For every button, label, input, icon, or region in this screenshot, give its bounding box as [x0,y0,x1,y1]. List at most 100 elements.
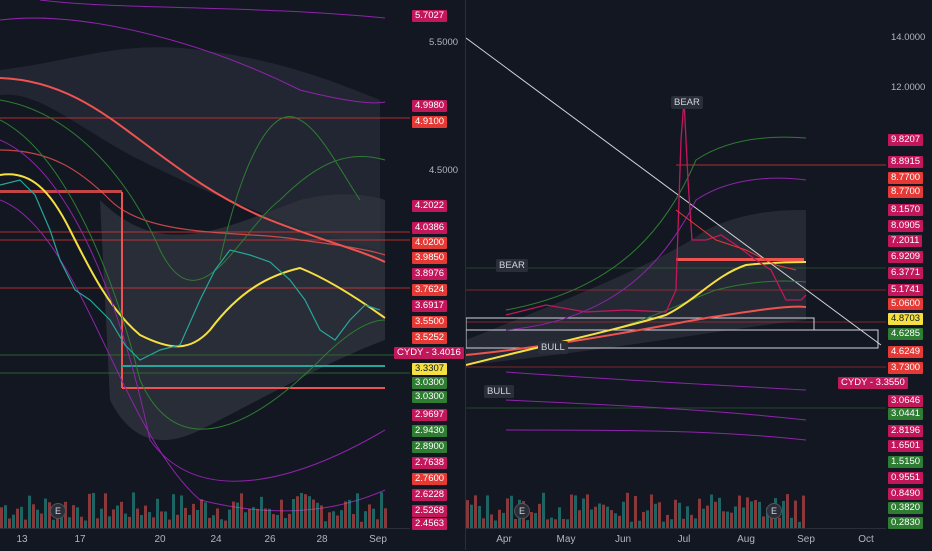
right-price-label[interactable]: 8.8915 [888,156,924,168]
volume-bar [474,495,477,528]
left-price-label[interactable]: 3.0300 [412,377,448,389]
right-price-label[interactable]: 5.0600 [888,298,924,310]
right-price-label[interactable]: 2.8196 [888,425,924,437]
bull-tag-low[interactable]: BULL [484,385,514,398]
volume-bar [570,494,573,528]
earnings-event-marker-2[interactable]: E [766,503,782,519]
right-price-label[interactable]: 8.7700 [888,172,924,184]
volume-bar [224,520,227,528]
volume-bar [614,513,617,528]
volume-bar [746,497,749,528]
left-price-label[interactable]: 3.5500 [412,316,448,328]
right-price-label[interactable]: 0.8490 [888,488,924,500]
left-chart-svg[interactable] [0,0,410,528]
right-price-label[interactable]: 0.2830 [888,517,924,529]
volume-bar [180,495,183,528]
volume-bar [52,519,55,528]
left-time-axis[interactable]: 13 17 20 24 26 28 Sep [0,528,410,551]
left-price-scale[interactable]: 5.7027 4.9980 4.9100 4.2022 4.0386 4.0200 3.98… [394,0,466,530]
right-chart-svg[interactable] [466,0,886,528]
volume-bar [64,501,67,528]
volume-bar [662,521,665,528]
left-price-label[interactable]: 3.0300 [412,391,448,403]
bear-tag-top[interactable]: BEAR [671,96,703,109]
right-price-label[interactable]: 8.7700 [888,186,924,198]
left-price-label[interactable]: 2.7600 [412,473,448,485]
right-price-label[interactable]: 1.6501 [888,440,924,452]
left-chart-pane[interactable]: E 5.7027 4.9980 4.9100 4.2022 4.0386 4.0200 3.… [0,0,466,550]
right-time-axis[interactable]: Apr May Jun Jul Aug Sep Oct [466,528,886,551]
volume-bar [160,511,163,528]
left-ticker-label[interactable]: CYDY - 3.4016 [394,347,464,359]
right-price-label[interactable]: 8.0905 [888,220,924,232]
volume-bar [658,502,661,528]
left-price-label[interactable]: 3.3307 [412,363,448,375]
left-price-label[interactable]: 5.7027 [412,10,448,22]
right-price-label[interactable]: 3.0441 [888,408,924,420]
right-price-label[interactable]: 5.1741 [888,284,924,296]
volume-bar [646,510,649,528]
volume-bar [84,520,87,528]
left-price-label[interactable]: 4.2022 [412,200,448,212]
right-price-label[interactable]: 6.3771 [888,267,924,279]
volume-bar [794,500,797,528]
right-price-label[interactable]: 0.3820 [888,502,924,514]
volume-bar [670,519,673,528]
left-price-label[interactable]: 3.8976 [412,268,448,280]
right-price-label[interactable]: 1.5150 [888,456,924,468]
left-price-plot[interactable]: E [0,0,410,528]
earnings-event-marker-1[interactable]: E [514,503,530,519]
volume-bar [638,520,641,528]
volume-bar [782,500,785,528]
volume-bar [148,512,151,528]
volume-bar [786,494,789,528]
left-price-label[interactable]: 4.0386 [412,222,448,234]
right-price-label[interactable]: 4.6285 [888,328,924,340]
volume-bar [96,518,99,528]
right-price-label[interactable]: 8.1570 [888,204,924,216]
bull-tag-mid[interactable]: BULL [538,341,568,354]
earnings-event-marker[interactable]: E [50,503,66,519]
volume-bar [722,511,725,528]
left-price-label[interactable]: 3.5252 [412,332,448,344]
right-price-label[interactable]: 9.8207 [888,134,924,146]
right-price-label[interactable]: 4.8703 [888,313,924,325]
left-price-label[interactable]: 2.9697 [412,409,448,421]
volume-bar [8,518,11,528]
right-price-label[interactable]: 7.2011 [888,235,923,247]
right-price-label[interactable]: 4.6249 [888,346,924,358]
right-price-scale[interactable]: 9.8207 8.8915 8.7700 8.7700 8.1570 8.0905 7.20… [838,0,932,529]
volume-bar [538,503,541,528]
volume-bar [140,515,143,528]
right-chart-pane[interactable]: BEAR BEAR BULL BULL E E 5.5000 4.5000 9.8… [429,0,932,551]
left-price-label[interactable]: 4.9100 [412,116,448,128]
bear-tag-mid[interactable]: BEAR [496,259,528,272]
right-price-label[interactable]: 3.0646 [888,395,924,407]
volume-bar [376,519,379,528]
volume-bar [514,518,517,528]
left-price-label[interactable]: 2.4563 [412,518,448,530]
left-price-label[interactable]: 2.5268 [412,505,448,517]
left-price-label[interactable]: 2.8900 [412,441,448,453]
volume-bar [244,512,247,528]
left-price-label[interactable]: 3.6917 [412,300,448,312]
volume-bar [360,521,363,528]
volume-bar [678,502,681,528]
left-price-label[interactable]: 3.9850 [412,252,448,264]
left-price-label[interactable]: 2.7638 [412,457,448,469]
volume-bar [284,518,287,528]
left-price-label[interactable]: 4.0200 [412,237,448,249]
right-ticker-label[interactable]: CYDY - 3.3550 [838,377,908,389]
right-price-label[interactable]: 3.7300 [888,362,924,374]
left-price-label[interactable]: 2.9430 [412,425,448,437]
right-price-label[interactable]: 0.9551 [888,472,924,484]
right-price-plot[interactable]: BEAR BEAR BULL BULL E E 5.5000 4.5000 [429,0,886,528]
right-price-label[interactable]: 6.9209 [888,251,924,263]
volume-bar [256,508,259,528]
volume-bar [364,511,367,528]
left-price-label[interactable]: 2.6228 [412,489,448,501]
pane-divider[interactable] [465,0,466,550]
left-price-label[interactable]: 4.9980 [412,100,448,112]
left-price-label[interactable]: 3.7624 [412,284,448,296]
volume-bar [710,494,713,528]
